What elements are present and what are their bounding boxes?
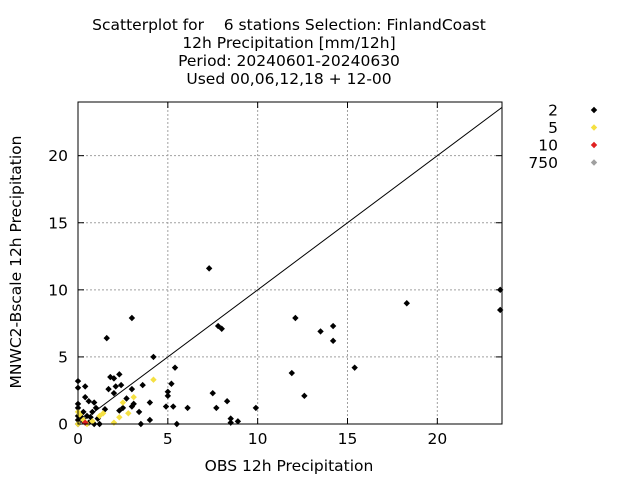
grid-lines [78, 102, 502, 424]
x-tick-label: 15 [338, 430, 358, 448]
data-point-series-2 [112, 383, 119, 390]
chart-title-line-1: Scatterplot for 6 stations Selection: Fi… [92, 16, 486, 34]
data-point-series-2 [89, 408, 96, 416]
data-point-series-5 [99, 410, 107, 417]
data-point-series-2 [162, 403, 170, 410]
data-point-series-2 [209, 389, 216, 397]
data-point-series-2 [90, 399, 98, 406]
data-point-series-2 [288, 369, 295, 377]
x-axis-label: OBS 12h Precipitation [205, 457, 374, 475]
data-point-series-2 [213, 404, 220, 412]
data-point-series-2 [110, 389, 118, 397]
data-point-series-2 [81, 393, 89, 401]
data-point-series-2 [164, 392, 172, 400]
legend-marker-diamond [590, 159, 598, 166]
data-point-series-2 [128, 403, 136, 410]
x-tick-label: 10 [248, 430, 268, 448]
data-point-series-2 [117, 381, 125, 389]
data-point-series-2 [171, 364, 179, 371]
data-point-series-2 [329, 322, 337, 330]
data-point-series-5 [150, 376, 157, 383]
data-point-series-5 [119, 399, 127, 406]
data-point-series-2 [110, 375, 118, 382]
data-point-series-2 [234, 418, 242, 425]
legend-label: 10 [538, 137, 558, 155]
legend-label: 750 [528, 154, 558, 172]
y-tick-label: 10 [48, 281, 68, 299]
data-point-series-2 [170, 403, 177, 410]
y-tick-label: 15 [48, 214, 68, 232]
data-point-series-2 [168, 380, 175, 387]
data-point-series-5 [125, 410, 132, 417]
data-point-series-2 [146, 416, 154, 424]
chart-title-line-4: Used 00,06,12,18 + 12-00 [186, 70, 391, 88]
data-point-series-2 [146, 399, 154, 406]
data-point-series-2 [85, 397, 92, 405]
data-point-series-2 [218, 325, 225, 332]
data-point-series-2 [184, 404, 191, 412]
data-point-series-2 [81, 383, 89, 390]
data-point-series-5 [110, 419, 118, 426]
data-point-series-2 [214, 322, 222, 330]
data-point-series-2 [130, 400, 137, 408]
legend-marker-diamond [590, 141, 598, 149]
data-point-series-2 [135, 408, 143, 416]
data-point-series-2 [329, 337, 337, 345]
data-point-series-5 [130, 393, 137, 401]
y-tick-label: 20 [48, 147, 68, 165]
legend-marker-diamond [590, 124, 598, 131]
data-point-series-5 [89, 418, 96, 425]
chart-title-line-2: 12h Precipitation [mm/12h] [182, 34, 395, 52]
data-point-series-2 [403, 300, 410, 307]
x-tick-label: 20 [427, 430, 447, 448]
data-point-series-2 [252, 404, 260, 412]
data-point-series-2 [94, 415, 101, 422]
data-point-series-2 [116, 371, 123, 378]
y-tick-label: 5 [58, 348, 68, 366]
data-point-series-5 [96, 412, 103, 420]
legend-label: 5 [548, 119, 558, 137]
data-point-series-2 [116, 407, 123, 414]
data-point-series-2 [301, 392, 308, 400]
data-point-series-2 [205, 265, 213, 272]
data-point-series-2 [80, 408, 87, 416]
data-point-series-2 [105, 385, 112, 393]
x-tick-label: 0 [73, 430, 83, 448]
legend-label: 2 [548, 102, 558, 120]
axis-ticks [77, 102, 502, 425]
data-point-series-2 [107, 373, 114, 381]
data-point-series-5 [116, 414, 123, 421]
data-point-series-2 [227, 415, 234, 422]
diagonal-reference-line [77, 106, 503, 425]
y-axis-label: MNWC2-Bscale 12h Precipitation [7, 136, 25, 389]
x-tick-label: 5 [163, 430, 173, 448]
data-point-series-2 [351, 364, 358, 371]
data-point-series-2 [150, 353, 157, 361]
data-point-series-2 [139, 381, 146, 389]
data-point-series-2 [92, 404, 100, 412]
data-point-series-2 [103, 334, 110, 342]
chart-title-line-3: Period: 20240601-20240630 [178, 52, 400, 70]
data-point-series-2 [292, 314, 299, 322]
data-point-series-2 [128, 314, 136, 322]
legend-marker-diamond [590, 106, 598, 114]
data-point-series-2 [223, 397, 231, 405]
data-point-series-2 [317, 328, 324, 335]
data-point-series-2 [164, 388, 172, 395]
y-tick-label: 0 [58, 416, 68, 434]
axis-tick-labels: 0 5 10 15 20 0 5 10 15 20 [48, 147, 447, 448]
plot-frame [77, 101, 503, 425]
data-point-series-2 [227, 419, 234, 426]
data-point-series-2 [128, 385, 136, 393]
data-point-series-2 [123, 395, 130, 402]
